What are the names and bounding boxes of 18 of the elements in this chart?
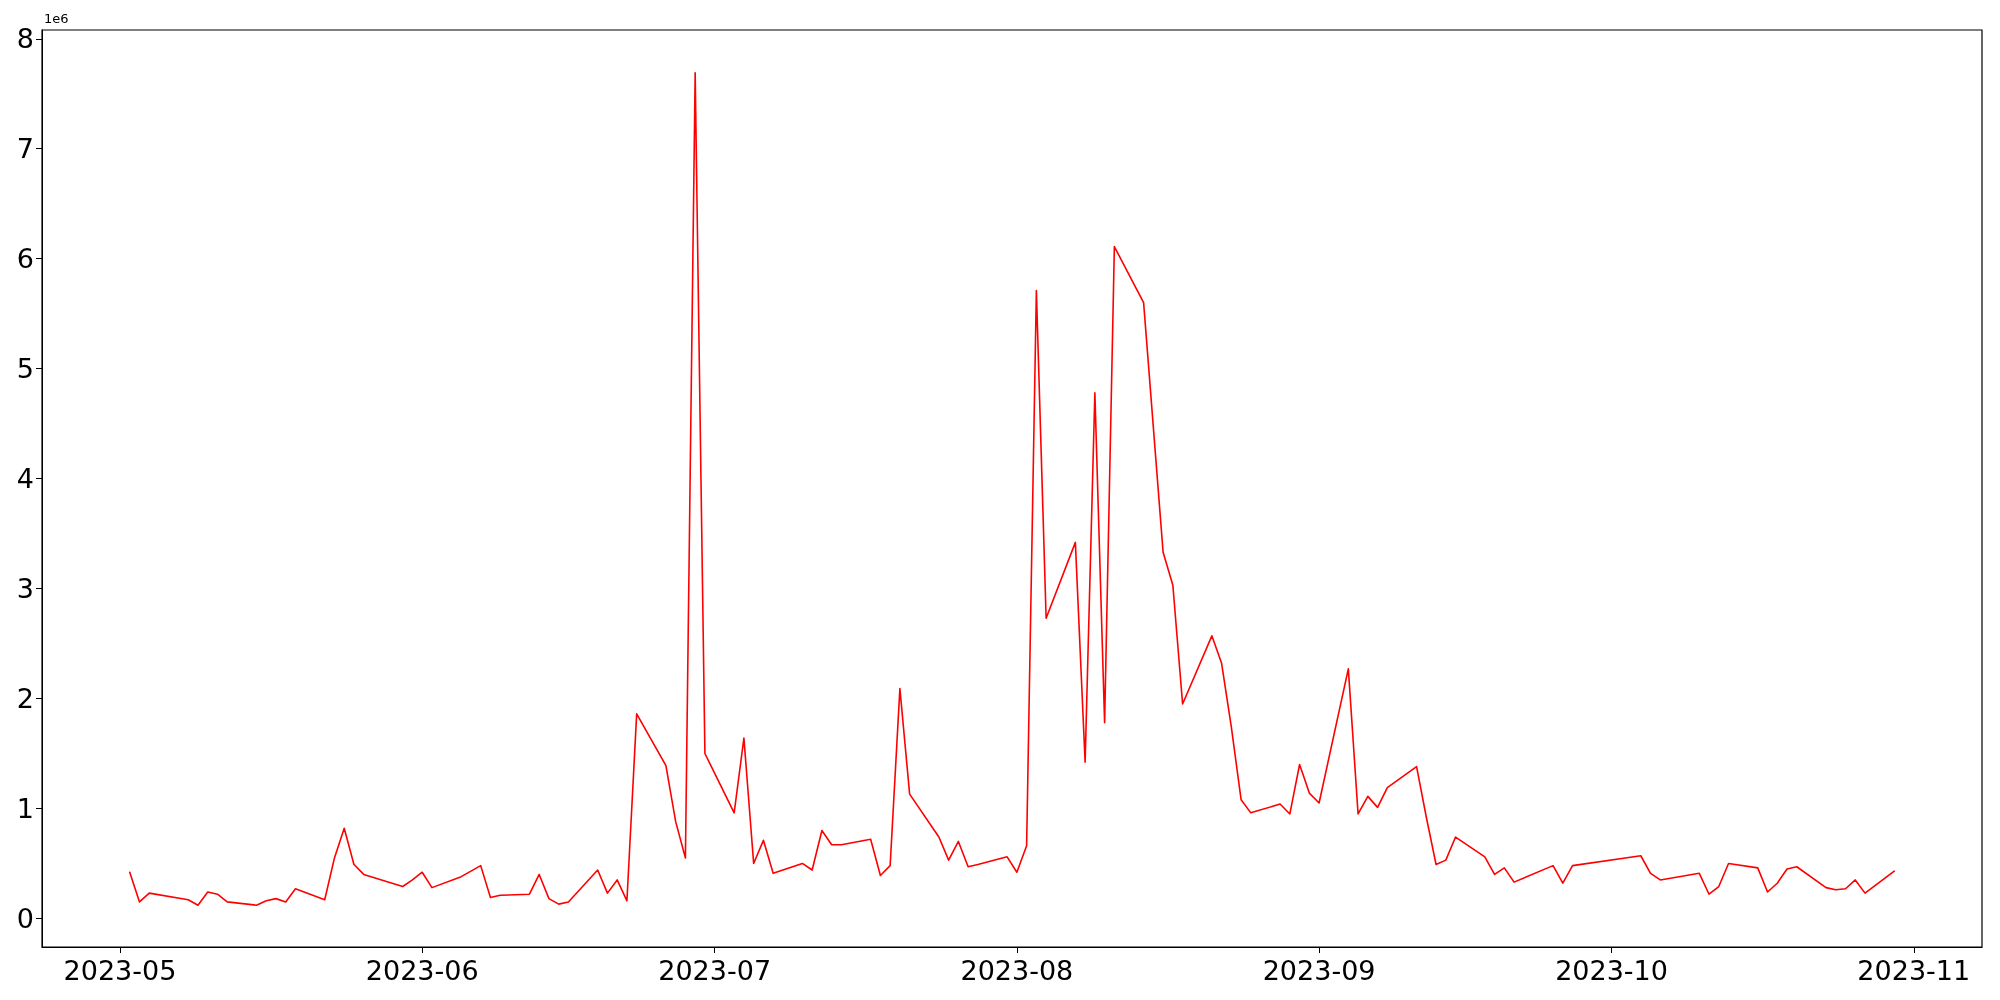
y-tick-label: 7	[16, 133, 34, 165]
y-tick-label: 3	[16, 573, 34, 605]
x-tick-label: 2023-11	[1857, 955, 1971, 986]
text: 1e6	[44, 11, 69, 26]
y-tick-label: 8	[16, 23, 34, 55]
y-tick-label: 1	[16, 792, 34, 824]
x-tick-label: 2023-08	[960, 955, 1074, 986]
y-tick-label: 4	[16, 463, 34, 495]
y-tick-label: 2	[16, 683, 34, 715]
x-tick-label: 2023-05	[63, 955, 177, 986]
x-tick-label: 2023-06	[365, 955, 479, 986]
y-tick-label: 5	[16, 353, 34, 385]
line-series	[128, 72, 1896, 907]
y-tick-label: 0	[16, 902, 34, 934]
y-tick-label: 6	[16, 243, 34, 275]
x-tick-label: 2023-09	[1262, 955, 1376, 986]
x-tick-label: 2023-07	[658, 955, 772, 986]
x-tick-label: 2023-10	[1555, 955, 1668, 986]
